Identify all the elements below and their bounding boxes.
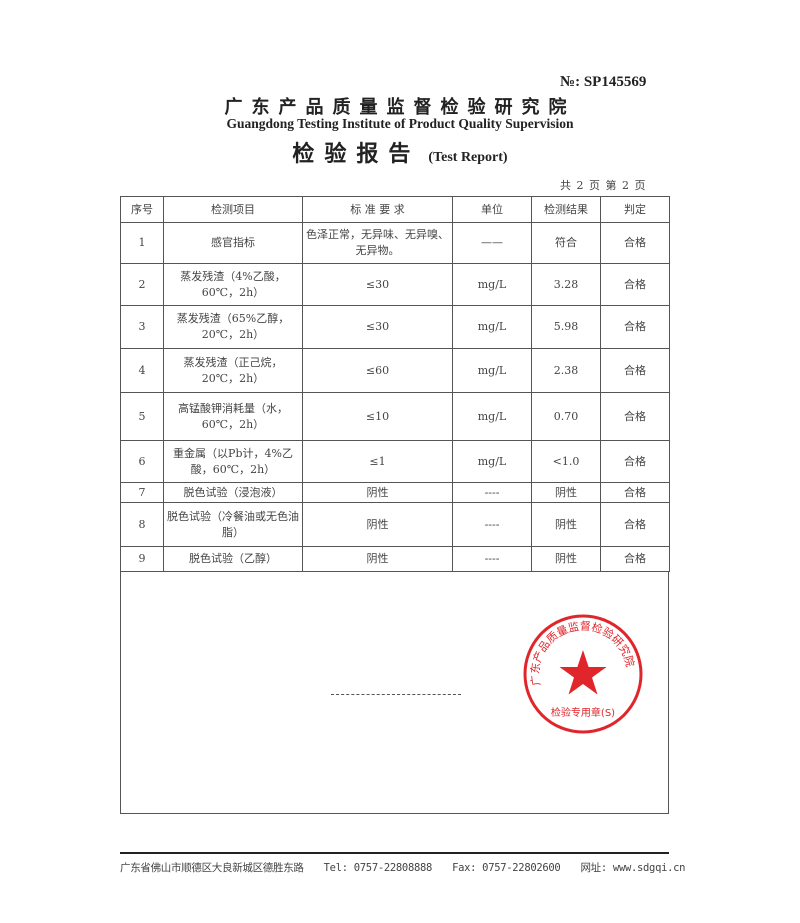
end-divider — [331, 694, 461, 695]
cell-result: <1.0 — [531, 440, 601, 483]
cell-standard: 色泽正常，无异味、无异嗅、无异物。 — [302, 222, 453, 264]
report-title-en: (Test Report) — [428, 150, 508, 165]
cell-item: 脱色试验（浸泡液） — [163, 482, 303, 503]
cell-no: 9 — [120, 546, 164, 572]
footer: 广东省佛山市顺德区大良新城区德胜东路 Tel: 0757-22808888 Fa… — [120, 860, 699, 875]
cell-verdict: 合格 — [600, 392, 670, 441]
report-title-row: 检验报告 (Test Report) — [0, 136, 800, 168]
cell-verdict: 合格 — [600, 305, 670, 349]
cell-unit: ---- — [452, 502, 532, 547]
table-row: 6 重金属（以Pb计，4%乙酸，60℃，2h） ≤1 mg/L <1.0 合格 — [120, 440, 670, 483]
header-cell: 标 准 要 求 — [302, 196, 453, 223]
footer-fax: Fax: 0757-22802600 — [452, 862, 561, 874]
footer-tel: Tel: 0757-22808888 — [323, 862, 433, 874]
cell-standard: ≤30 — [302, 263, 453, 306]
cell-unit: mg/L — [452, 348, 532, 393]
cell-verdict: 合格 — [600, 348, 670, 393]
cell-standard: 阴性 — [302, 546, 453, 572]
table-row: 7 脱色试验（浸泡液） 阴性 ---- 阴性 合格 — [120, 482, 670, 503]
cell-verdict: 合格 — [600, 502, 670, 547]
header-cell: 检测结果 — [531, 196, 601, 223]
cell-unit: mg/L — [452, 440, 532, 483]
cell-no: 1 — [120, 222, 164, 264]
cell-unit: —— — [452, 222, 532, 264]
table-header-row: 序号 检测项目 标 准 要 求 单位 检测结果 判定 — [120, 196, 670, 223]
svg-text:检验专用章(S): 检验专用章(S) — [551, 706, 615, 719]
report-number: №: SP145569 — [560, 74, 647, 90]
page-info: 共 2 页 第 2 页 — [560, 179, 647, 192]
header-cell: 序号 — [120, 196, 164, 223]
table-row: 1 感官指标 色泽正常，无异味、无异嗅、无异物。 —— 符合 合格 — [120, 222, 670, 264]
cell-unit: mg/L — [452, 392, 532, 441]
cell-result: 阴性 — [531, 502, 601, 547]
cell-standard: ≤60 — [302, 348, 453, 393]
cell-verdict: 合格 — [600, 546, 670, 572]
cell-no: 3 — [120, 305, 164, 349]
institute-name-cn: 广东产品质量监督检验研究院 — [224, 97, 576, 118]
cell-no: 5 — [120, 392, 164, 441]
institute-name-en: Guangdong Testing Institute of Product Q… — [226, 116, 574, 131]
cell-result: 符合 — [531, 222, 601, 264]
cell-verdict: 合格 — [600, 263, 670, 306]
cell-result: 2.38 — [531, 348, 601, 393]
cell-no: 2 — [120, 263, 164, 306]
cell-unit: ---- — [452, 546, 532, 572]
cell-item: 蒸发残渣（正己烷，20℃，2h） — [163, 348, 303, 393]
report-body: 序号 检测项目 标 准 要 求 单位 检测结果 判定 1 感官指标 色泽正常，无异味… — [120, 196, 670, 814]
cell-verdict: 合格 — [600, 482, 670, 503]
cell-no: 6 — [120, 440, 164, 483]
report-title: 检验报告 — [292, 141, 421, 167]
cell-standard: ≤1 — [302, 440, 453, 483]
cell-result: 阴性 — [531, 546, 601, 572]
cell-item: 脱色试验（冷餐油或无色油脂） — [163, 502, 303, 547]
table-row: 4 蒸发残渣（正己烷，20℃，2h） ≤60 mg/L 2.38 合格 — [120, 348, 670, 393]
table-row: 8 脱色试验（冷餐油或无色油脂） 阴性 ---- 阴性 合格 — [120, 502, 670, 547]
cell-item: 感官指标 — [163, 222, 303, 264]
cell-item: 蒸发残渣（4%乙酸，60℃，2h） — [163, 263, 303, 306]
table-row: 9 脱色试验（乙醇） 阴性 ---- 阴性 合格 — [120, 546, 670, 572]
cell-result: 阴性 — [531, 482, 601, 503]
results-table: 序号 检测项目 标 准 要 求 单位 检测结果 判定 1 感官指标 色泽正常，无异味… — [120, 196, 670, 572]
header-cell: 判定 — [600, 196, 670, 223]
cell-item: 重金属（以Pb计，4%乙酸，60℃，2h） — [163, 440, 303, 483]
table-row: 5 高锰酸钾消耗量（水，60℃，2h） ≤10 mg/L 0.70 合格 — [120, 392, 670, 441]
cell-result: 0.70 — [531, 392, 601, 441]
cell-unit: ---- — [452, 482, 532, 503]
cell-unit: mg/L — [452, 263, 532, 306]
footer-divider — [120, 852, 669, 854]
cell-no: 4 — [120, 348, 164, 393]
cell-item: 蒸发残渣（65%乙醇，20℃，2h） — [163, 305, 303, 349]
cell-item: 脱色试验（乙醇） — [163, 546, 303, 572]
cell-standard: 阴性 — [302, 482, 453, 503]
star-icon — [559, 650, 607, 695]
cell-standard: ≤30 — [302, 305, 453, 349]
footer-website: 网址: www.sdgqi.cn — [580, 862, 686, 874]
cell-no: 8 — [120, 502, 164, 547]
cell-result: 5.98 — [531, 305, 601, 349]
table-row: 2 蒸发残渣（4%乙酸，60℃，2h） ≤30 mg/L 3.28 合格 — [120, 263, 670, 306]
cell-standard: 阴性 — [302, 502, 453, 547]
cell-no: 7 — [120, 482, 164, 503]
cell-unit: mg/L — [452, 305, 532, 349]
cell-verdict: 合格 — [600, 440, 670, 483]
cell-standard: ≤10 — [302, 392, 453, 441]
cell-verdict: 合格 — [600, 222, 670, 264]
table-row: 3 蒸发残渣（65%乙醇，20℃，2h） ≤30 mg/L 5.98 合格 — [120, 305, 670, 349]
official-seal-stamp: 广东产品质量监督检验研究院 检验专用章(S) — [523, 614, 643, 734]
footer-address: 广东省佛山市顺德区大良新城区德胜东路 — [120, 862, 304, 874]
header-cell: 检测项目 — [163, 196, 303, 223]
header-cell: 单位 — [452, 196, 532, 223]
blank-area: 广东产品质量监督检验研究院 检验专用章(S) — [120, 572, 669, 814]
cell-item: 高锰酸钾消耗量（水，60℃，2h） — [163, 392, 303, 441]
cell-result: 3.28 — [531, 263, 601, 306]
